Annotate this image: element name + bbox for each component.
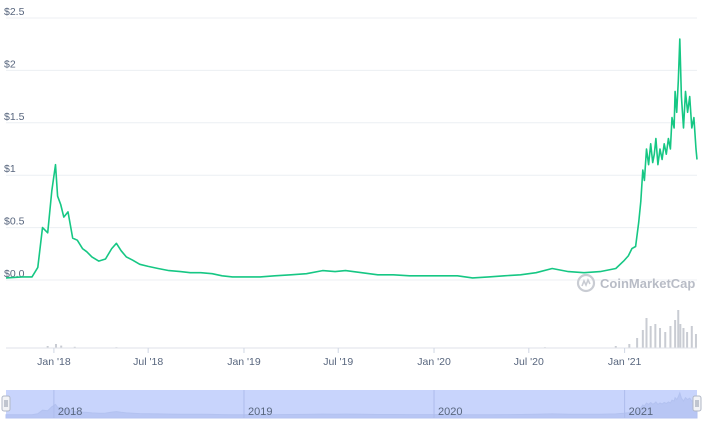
volume-bar bbox=[694, 334, 697, 348]
navigator-series bbox=[5, 391, 698, 419]
watermark-label: CoinMarketCap bbox=[600, 276, 695, 291]
volume-bar bbox=[690, 326, 693, 348]
volume-bar bbox=[669, 326, 672, 348]
volume-bar bbox=[645, 318, 648, 348]
volume-bar bbox=[654, 324, 657, 348]
navigator-year-label: 2020 bbox=[438, 406, 462, 418]
y-axis: $0.0$0.5$1$1.5$2$2.5 bbox=[4, 6, 25, 280]
volume-bar bbox=[686, 332, 689, 348]
volume-bar bbox=[636, 338, 639, 348]
x-tick-label: Jan '19 bbox=[227, 356, 261, 368]
y-tick-label: $1.5 bbox=[4, 111, 25, 123]
volume-bar bbox=[628, 344, 631, 348]
x-tick-label: Jul '20 bbox=[514, 356, 544, 368]
volume-bar bbox=[677, 310, 680, 348]
x-tick-label: Jan '21 bbox=[608, 356, 642, 368]
price-line bbox=[5, 38, 698, 279]
coinmarketcap-logo-icon bbox=[576, 273, 596, 293]
x-tick-label: Jan '20 bbox=[417, 356, 451, 368]
volume-bar bbox=[46, 346, 49, 348]
x-tick-label: Jul '19 bbox=[323, 356, 353, 368]
navigator-year-label: 2018 bbox=[58, 406, 82, 418]
volume-bar bbox=[73, 346, 76, 348]
coinmarketcap-watermark: CoinMarketCap bbox=[576, 273, 695, 293]
x-tick-label: Jan '18 bbox=[37, 356, 71, 368]
volume-bar bbox=[649, 326, 652, 348]
navigator-right-handle[interactable] bbox=[692, 395, 702, 412]
volume-bar bbox=[60, 345, 63, 348]
volume-bar bbox=[674, 320, 677, 348]
navigator-year-label: 2019 bbox=[248, 406, 272, 418]
x-axis: Jan '18 Jul '18 Jan '19 Jul '19 Jan '20 Jul '… bbox=[37, 348, 642, 368]
range-navigator[interactable]: 2018 2019 2020 2021 bbox=[1, 390, 702, 419]
volume-bar bbox=[659, 328, 662, 348]
price-series bbox=[5, 38, 698, 279]
navigator-year-label: 2021 bbox=[629, 406, 653, 418]
volume-bar bbox=[614, 346, 617, 348]
volume-bar bbox=[664, 332, 667, 348]
volume-bar bbox=[54, 344, 57, 348]
volume-bar bbox=[679, 324, 682, 348]
volume-bar bbox=[641, 330, 644, 348]
grid-layer bbox=[6, 17, 697, 281]
volume-bar bbox=[682, 328, 685, 348]
y-tick-label: $1 bbox=[4, 163, 16, 175]
x-tick-label: Jul '18 bbox=[133, 356, 163, 368]
y-tick-label: $2.5 bbox=[4, 6, 25, 18]
navigator-left-handle[interactable] bbox=[1, 395, 11, 412]
y-tick-label: $2 bbox=[4, 58, 16, 70]
volume-bars bbox=[6, 310, 697, 349]
y-tick-label: $0.5 bbox=[4, 216, 25, 228]
